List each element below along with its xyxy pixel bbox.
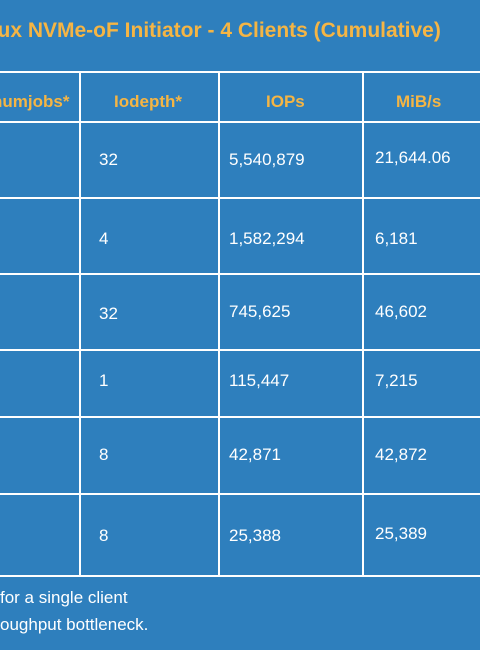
title-text: Linux NVMe-oF Initiator - 4 Clients (Cum… [0, 19, 441, 42]
footnote-line-2: oughput bottleneck. [0, 615, 149, 634]
mibs-cell: 25,389 [375, 524, 427, 543]
mibs-cell: 6,181 [375, 229, 418, 248]
table-divider [0, 121, 480, 123]
column-header-mibs: MiB/s [396, 92, 442, 111]
column-header-iops: IOPs [266, 92, 305, 111]
iops-cell: 1,582,294 [229, 229, 305, 248]
mibs-cell: 46,602 [375, 302, 427, 321]
column-divider [79, 71, 81, 577]
iodepth-cell: 32 [99, 304, 118, 323]
iops-cell: 25,388 [229, 526, 281, 545]
mibs-cell: 7,215 [375, 371, 418, 390]
iops-cell: 42,871 [229, 445, 281, 464]
column-divider [218, 71, 220, 577]
mibs-cell: 21,644.06 [375, 148, 451, 167]
iops-cell: 115,447 [229, 371, 290, 390]
table-divider [0, 349, 480, 351]
table-border-bottom [0, 575, 480, 577]
table-divider [0, 273, 480, 275]
iodepth-cell: 8 [99, 445, 109, 464]
table-divider [0, 416, 480, 418]
column-divider [362, 71, 364, 577]
iops-cell: 745,625 [229, 302, 291, 321]
column-header-iodepth: Iodepth* [114, 92, 182, 111]
iops-cell: 5,540,879 [229, 150, 305, 169]
column-header-numjobs: numjobs* [0, 92, 70, 111]
table-divider [0, 197, 480, 199]
table-divider [0, 493, 480, 495]
iodepth-cell: 32 [99, 150, 118, 169]
iodepth-cell: 4 [99, 229, 109, 248]
mibs-cell: 42,872 [375, 445, 427, 464]
iodepth-cell: 1 [99, 371, 109, 390]
footnote-line-1: for a single client [0, 588, 128, 607]
table-border-top [0, 71, 480, 73]
page-title: Linux NVMe-oF Initiator - 4 Clients (Cum… [0, 19, 480, 47]
iodepth-cell: 8 [99, 526, 109, 545]
